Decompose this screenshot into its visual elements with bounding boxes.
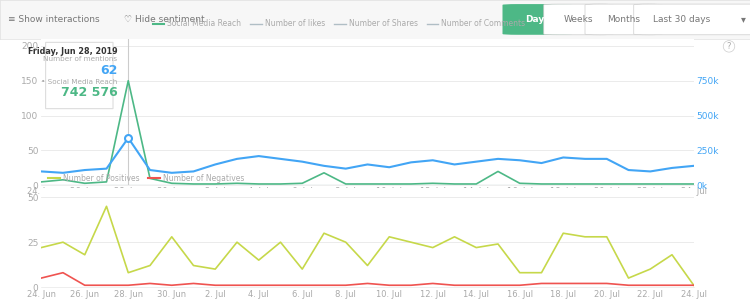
Text: ≡ Show interactions: ≡ Show interactions [8, 15, 99, 24]
Legend: Social Media Reach, Number of likes, Number of Shares, Number of Comments: Social Media Reach, Number of likes, Num… [149, 16, 529, 31]
Text: Weeks: Weeks [564, 15, 593, 24]
Text: ?: ? [727, 42, 731, 51]
FancyBboxPatch shape [503, 4, 572, 35]
Text: 742 576: 742 576 [61, 86, 117, 99]
FancyBboxPatch shape [544, 4, 614, 35]
Text: Months: Months [608, 15, 640, 24]
Text: Friday, Jun 28, 2019

Number of mentions
62

• Social Media Reach
742 576: Friday, Jun 28, 2019 Number of mentions … [0, 298, 1, 299]
Text: Friday, Jun 28, 2019: Friday, Jun 28, 2019 [28, 47, 117, 56]
Text: Last 30 days: Last 30 days [652, 15, 710, 24]
Text: • Social Media Reach: • Social Media Reach [41, 79, 117, 85]
Text: ♡ Hide sentiment: ♡ Hide sentiment [124, 15, 204, 24]
FancyBboxPatch shape [46, 42, 113, 109]
FancyBboxPatch shape [634, 4, 750, 35]
Text: Days: Days [525, 15, 550, 24]
Legend: Number of Positives, Number of Negatives: Number of Positives, Number of Negatives [45, 170, 248, 186]
Text: 62: 62 [100, 64, 117, 77]
Text: Number of mentions: Number of mentions [44, 56, 117, 62]
FancyBboxPatch shape [585, 4, 662, 35]
Text: ▾: ▾ [742, 14, 746, 25]
